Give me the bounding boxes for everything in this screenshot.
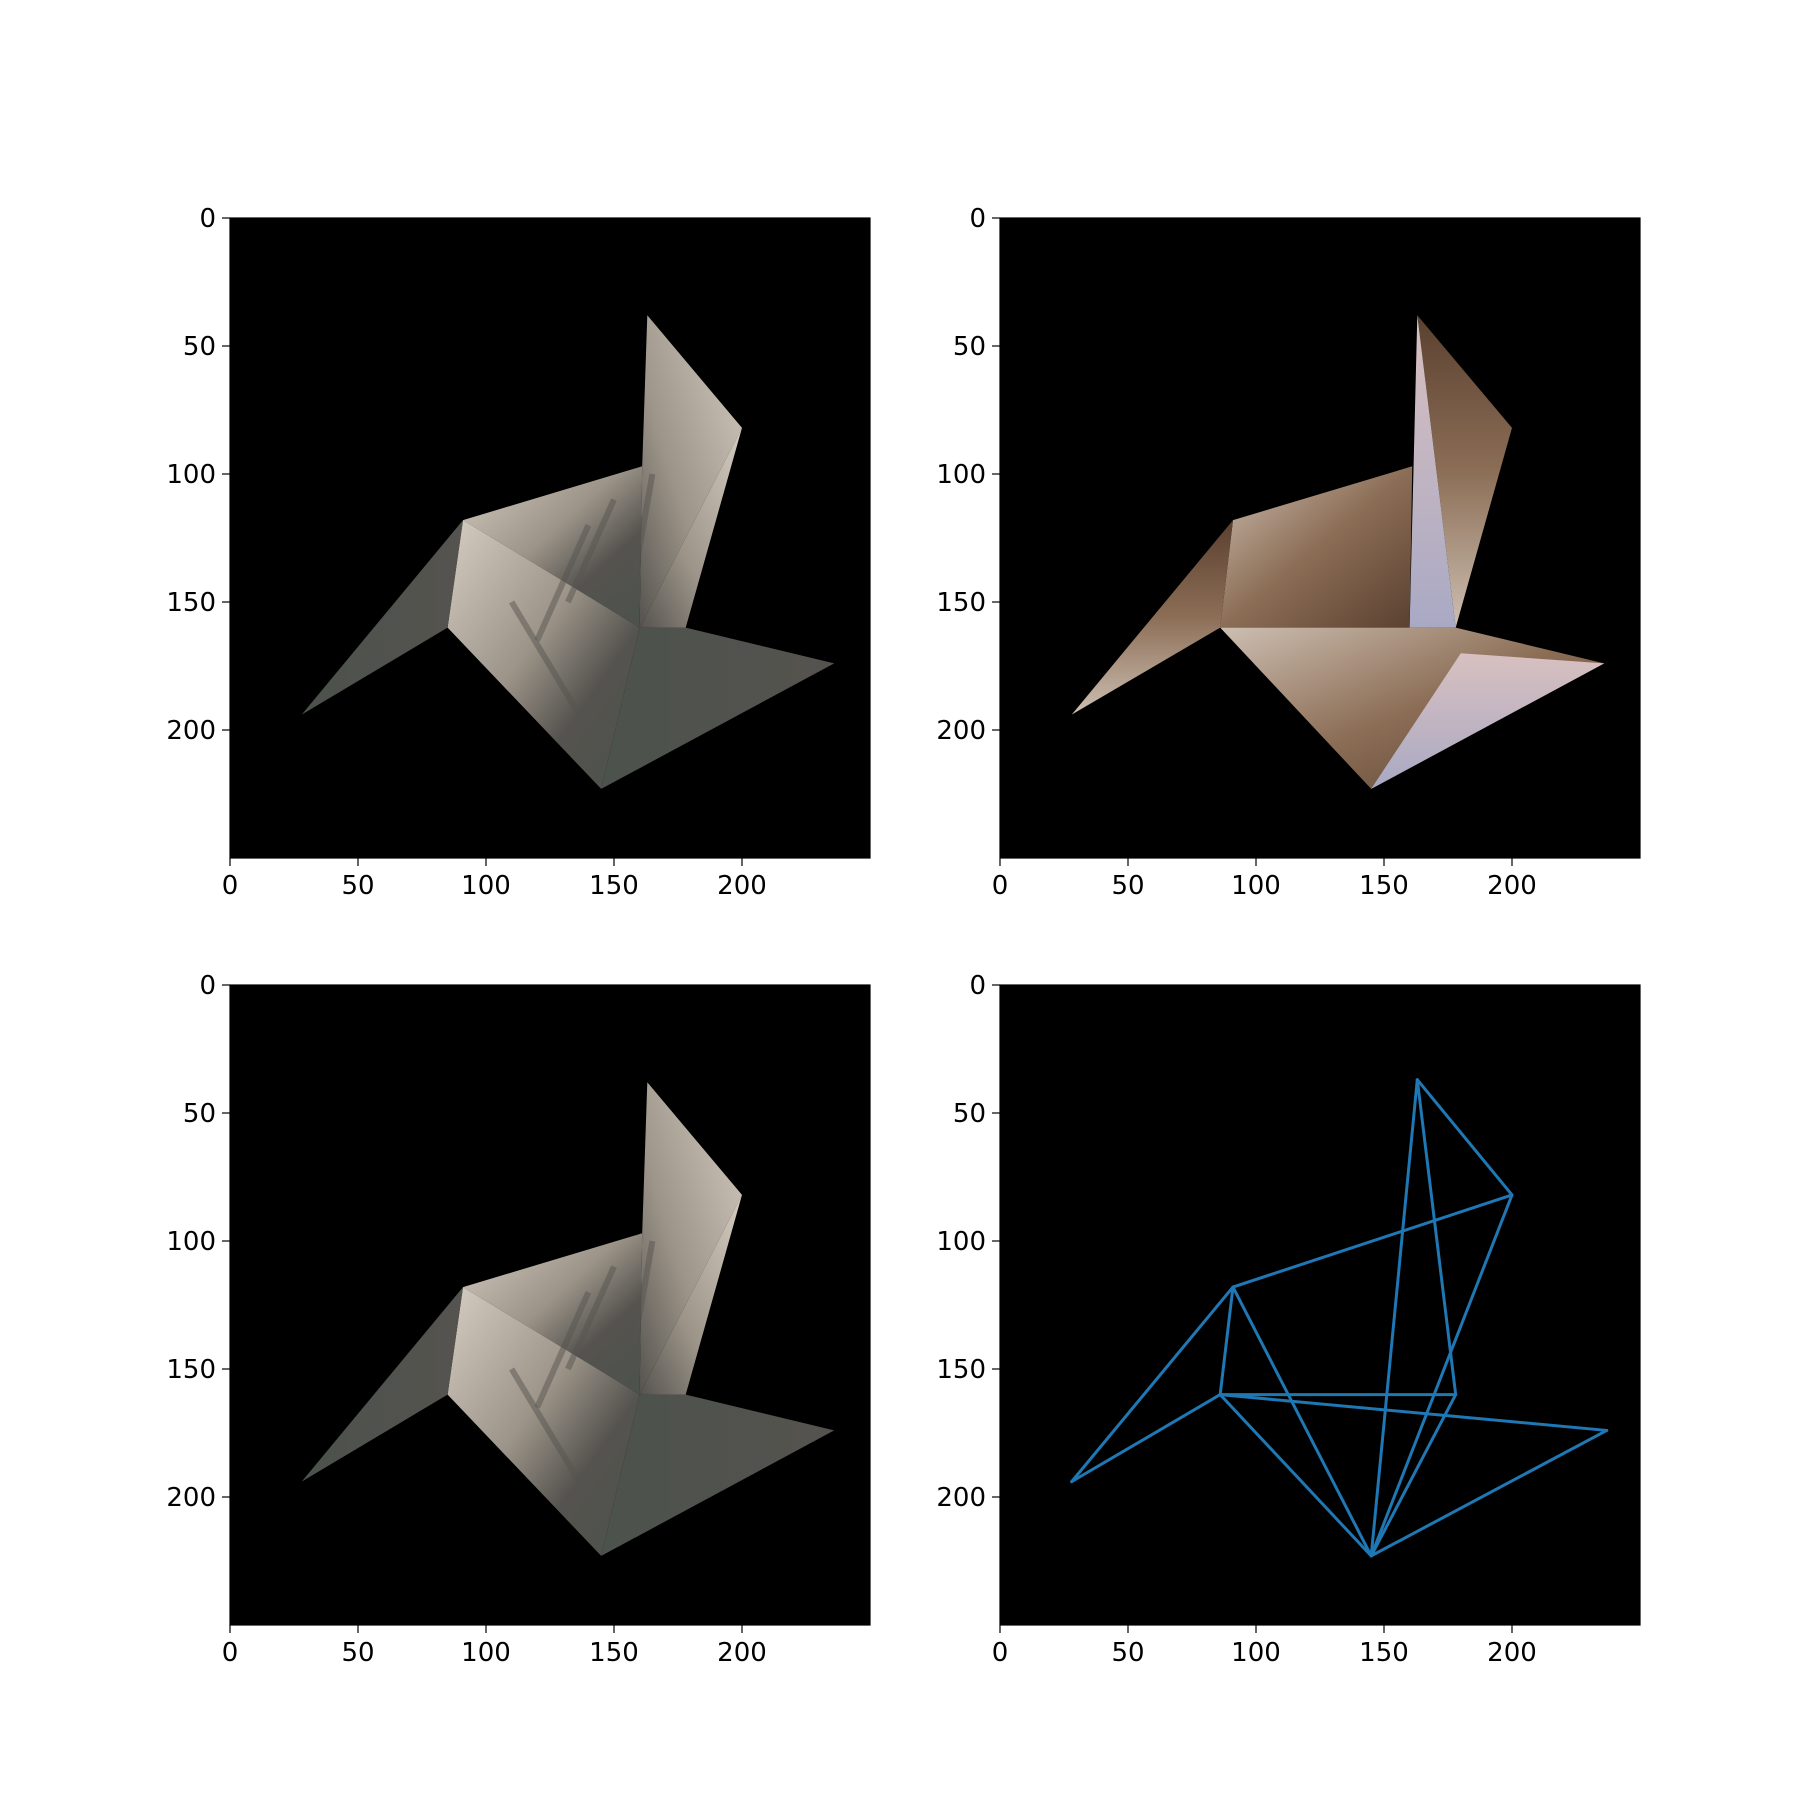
x-tick-label: 50 [1111, 871, 1144, 901]
axes-frame [999, 984, 1641, 1626]
mesh-face [601, 627, 835, 789]
wireframe-edge [1218, 1285, 1235, 1397]
mesh-face [639, 427, 742, 628]
y-tick-label: 50 [183, 332, 216, 362]
y-tick-label: 150 [166, 588, 216, 618]
y-tick-label: 50 [953, 1099, 986, 1129]
panel-bottom-right: 0 50 100 150 200 0 50 100 150 200 [936, 971, 1641, 1668]
y-tick-label: 200 [166, 716, 216, 746]
y-tick-label: 0 [969, 204, 986, 234]
wireframe-edge [1218, 1393, 1373, 1558]
mesh-face [1071, 520, 1233, 715]
wireframe-edge [1218, 1393, 1609, 1432]
mesh-face [1371, 653, 1605, 789]
x-tick-label: 150 [589, 871, 639, 901]
wireframe-edge [1369, 1428, 1609, 1558]
x-tick-label: 0 [222, 871, 239, 901]
texture-streak [565, 498, 617, 604]
wireframe-edge [1369, 1078, 1419, 1558]
x-tick-label: 50 [1111, 1638, 1144, 1668]
y-tick-label: 50 [953, 332, 986, 362]
y-tick-label: 200 [166, 1483, 216, 1513]
wireframe-edge [1070, 1393, 1222, 1484]
y-tick-label: 0 [199, 204, 216, 234]
image-background [1000, 985, 1640, 1625]
x-tick-label: 150 [1359, 1638, 1409, 1668]
x-tick-label: 200 [717, 1638, 767, 1668]
y-tick-label: 50 [183, 1099, 216, 1129]
y-tick-label: 150 [166, 1355, 216, 1385]
x-tick-label: 0 [992, 1638, 1009, 1668]
y-tick-label: 150 [936, 588, 986, 618]
y-tick-label: 0 [969, 971, 986, 1001]
y-tick-label: 100 [936, 1227, 986, 1257]
y-tick-label: 100 [936, 460, 986, 490]
texture-streak [509, 1367, 591, 1499]
mesh-face [1417, 315, 1512, 628]
wireframe-edge [1369, 1393, 1458, 1558]
texture-streak [631, 473, 656, 577]
x-tick-label: 100 [461, 871, 511, 901]
wireframe-edge [1070, 1285, 1235, 1484]
axes-frame [229, 217, 871, 859]
x-tick-label: 0 [222, 1638, 239, 1668]
wireframe-edge [1415, 1078, 1458, 1397]
x-tick-label: 200 [717, 871, 767, 901]
y-tick-label: 100 [166, 1227, 216, 1257]
axes-frame [229, 984, 871, 1626]
mesh-face [301, 520, 463, 715]
x-tick-label: 200 [1487, 871, 1537, 901]
texture-streak [565, 1265, 617, 1371]
y-tick-label: 200 [936, 716, 986, 746]
x-tick-label: 50 [341, 1638, 374, 1668]
x-tick-label: 150 [1359, 871, 1409, 901]
texture-streak [534, 1290, 592, 1409]
mesh-face [1409, 315, 1456, 628]
texture-streak [631, 1240, 656, 1344]
texture-streak [534, 523, 592, 642]
y-tick-label: 100 [166, 460, 216, 490]
panel-top-left: 0 50 100 150 200 0 50 100 150 200 [166, 204, 871, 901]
panel-top-right: 0 50 100 150 200 0 50 100 150 200 [936, 204, 1641, 901]
wireframe-edge [1231, 1193, 1514, 1289]
mesh-face [601, 1394, 835, 1556]
texture-streak [509, 600, 591, 732]
mesh-face [1220, 466, 1413, 628]
y-tick-label: 200 [936, 1483, 986, 1513]
x-tick-label: 100 [1231, 1638, 1281, 1668]
mesh-face [639, 315, 742, 628]
mesh-face [463, 466, 643, 628]
panel-bottom-left: 0 50 100 150 200 0 50 100 150 200 [166, 971, 871, 1668]
mesh-face [639, 1194, 742, 1395]
x-tick-label: 200 [1487, 1638, 1537, 1668]
x-tick-label: 100 [1231, 871, 1281, 901]
axes-frame [999, 217, 1641, 859]
x-tick-label: 100 [461, 1638, 511, 1668]
x-tick-label: 150 [589, 1638, 639, 1668]
x-tick-label: 0 [992, 871, 1009, 901]
mesh-face [463, 1233, 643, 1395]
mesh-face [301, 1287, 463, 1482]
y-tick-label: 150 [936, 1355, 986, 1385]
wireframe-edge [1369, 1193, 1514, 1558]
mesh-face [639, 1082, 742, 1395]
y-tick-label: 0 [199, 971, 216, 1001]
wireframe-edge [1415, 1078, 1514, 1197]
x-tick-label: 50 [341, 871, 374, 901]
wireframe-edge [1231, 1285, 1373, 1558]
